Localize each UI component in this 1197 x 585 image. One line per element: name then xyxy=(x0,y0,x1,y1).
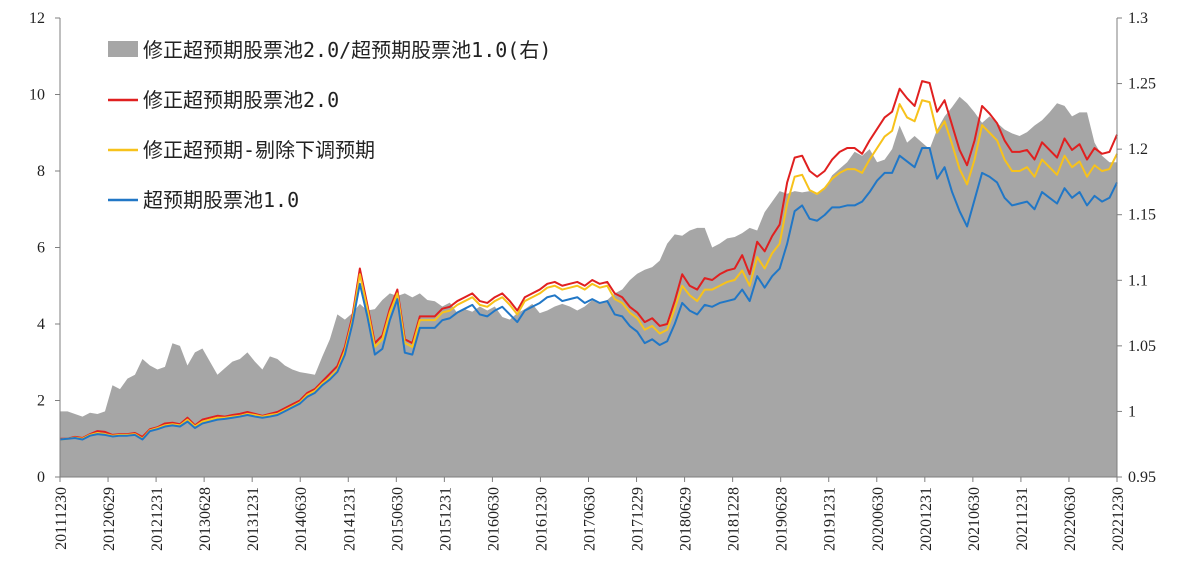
series-line-3 xyxy=(59,147,1118,441)
x-tick-label: 20220630 xyxy=(1062,487,1079,551)
x-tick-label: 20130628 xyxy=(197,487,214,551)
legend-swatch-area xyxy=(108,41,138,57)
y-left-tick-label: 6 xyxy=(37,240,45,257)
legend-label: 修正超预期股票池2.0 xyxy=(143,88,339,112)
y-right-tick-label: 1.2 xyxy=(1128,141,1148,158)
x-tick-label: 20211231 xyxy=(1014,487,1031,550)
x-tick-label: 20150630 xyxy=(389,487,406,551)
y-right-tick-label: 1.3 xyxy=(1128,10,1148,27)
lines-layer xyxy=(59,80,1118,441)
x-tick-label: 20171229 xyxy=(630,487,647,551)
legend: 修正超预期股票池2.0/超预期股票池1.0(右) 修正超预期股票池2.0 修正超预期… xyxy=(108,38,551,212)
x-tick-label: 20190628 xyxy=(774,487,791,551)
legend-label: 超预期股票池1.0 xyxy=(143,188,299,212)
legend-label: 修正超预期股票池2.0/超预期股票池1.0(右) xyxy=(143,38,551,62)
y-left-tick-label: 10 xyxy=(29,87,45,104)
axes-layer: 0 2 4 6 8 10 12 0.95 1 1.05 1.1 1.15 1.2 1.25 1.3 20111… xyxy=(29,10,1156,551)
x-tick-label: 20111230 xyxy=(53,487,70,550)
x-tick-label: 20200630 xyxy=(870,487,887,551)
series-line-1 xyxy=(60,80,1118,440)
y-right-tick-label: 1 xyxy=(1128,403,1136,420)
y-right-tick-label: 1.05 xyxy=(1128,338,1156,355)
y-left-tick-label: 0 xyxy=(37,469,45,486)
x-tick-label: 20170630 xyxy=(582,487,599,551)
x-tick-label: 20221230 xyxy=(1110,487,1127,551)
x-tick-label: 20201231 xyxy=(918,487,935,551)
x-tick-label: 20131231 xyxy=(245,487,262,551)
legend-label: 修正超预期-剔除下调预期 xyxy=(143,138,375,162)
y-right-tick-label: 1.1 xyxy=(1128,272,1148,289)
x-tick-label: 20121231 xyxy=(149,487,166,551)
x-tick-label: 20161230 xyxy=(534,487,551,551)
x-tick-label: 20140630 xyxy=(293,487,310,551)
y-right-tick-label: 1.25 xyxy=(1128,76,1156,93)
x-tick-label: 20191231 xyxy=(822,487,839,551)
x-tick-label: 20210630 xyxy=(966,487,983,551)
x-tick-label: 20120629 xyxy=(101,487,118,551)
y-left-tick-label: 4 xyxy=(37,316,45,333)
x-tick-label: 20151231 xyxy=(437,487,454,551)
x-tick-label: 20160630 xyxy=(485,487,502,551)
y-right-tick-label: 0.95 xyxy=(1128,469,1156,486)
y-left-tick-label: 12 xyxy=(29,10,45,27)
y-left-tick-label: 8 xyxy=(37,163,45,180)
x-tick-label: 20181228 xyxy=(726,487,743,551)
x-tick-label: 20180629 xyxy=(678,487,695,551)
y-left-tick-label: 2 xyxy=(37,393,45,410)
x-tick-label: 20141231 xyxy=(341,487,358,551)
y-right-tick-label: 1.15 xyxy=(1128,207,1156,224)
